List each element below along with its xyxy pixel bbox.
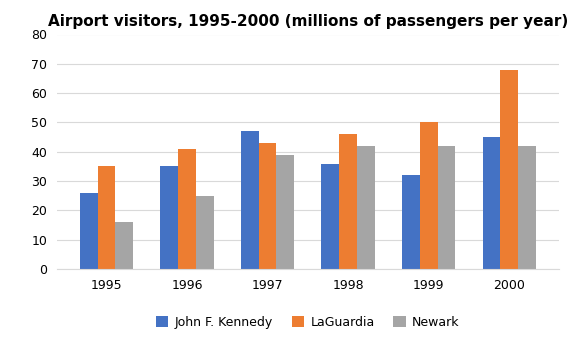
- Bar: [518, 146, 536, 269]
- Bar: [178, 149, 196, 269]
- Bar: [321, 164, 339, 269]
- Bar: [276, 155, 294, 269]
- Bar: [357, 146, 374, 269]
- Bar: [80, 193, 97, 269]
- Bar: [420, 122, 438, 269]
- Bar: [196, 196, 214, 269]
- Bar: [402, 175, 420, 269]
- Bar: [97, 166, 115, 269]
- Title: Airport visitors, 1995-2000 (millions of passengers per year): Airport visitors, 1995-2000 (millions of…: [48, 14, 568, 29]
- Bar: [438, 146, 455, 269]
- Bar: [241, 131, 259, 269]
- Bar: [115, 222, 133, 269]
- Legend: John F. Kennedy, LaGuardia, Newark: John F. Kennedy, LaGuardia, Newark: [151, 310, 465, 334]
- Bar: [160, 166, 178, 269]
- Bar: [339, 134, 357, 269]
- Bar: [483, 137, 500, 269]
- Bar: [259, 143, 276, 269]
- Bar: [500, 70, 518, 269]
